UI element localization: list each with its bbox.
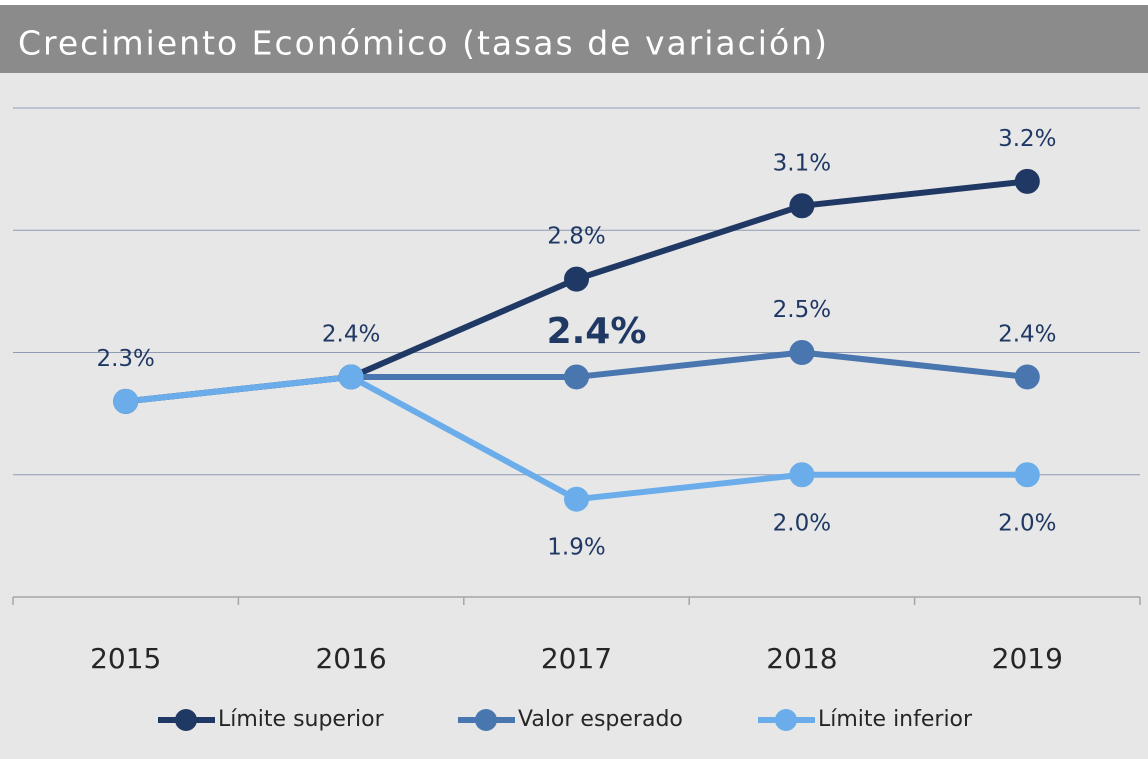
chart-title: Crecimiento Económico (tasas de variació… — [18, 24, 829, 63]
data-point — [113, 388, 139, 414]
legend-marker — [175, 709, 197, 731]
data-label: 1.9% — [547, 535, 605, 561]
data-point — [1014, 168, 1040, 194]
x-tick-label: 2019 — [992, 642, 1063, 675]
data-label: 2.4% — [322, 321, 380, 347]
legend-label: Valor esperado — [518, 707, 683, 732]
x-tick-label: 2016 — [315, 642, 386, 675]
data-point — [564, 364, 589, 390]
data-point — [789, 462, 815, 488]
data-label: 2.4% — [998, 321, 1056, 347]
x-tick-label: 2015 — [90, 642, 161, 675]
data-label: 2.3% — [96, 346, 154, 372]
data-label: 2.0% — [773, 510, 831, 536]
legend-label: Límite inferior — [818, 707, 973, 732]
legend-label: Límite superior — [218, 707, 385, 732]
data-point — [1014, 364, 1040, 390]
x-tick-label: 2018 — [766, 642, 837, 675]
data-point — [564, 486, 589, 512]
legend-marker — [475, 709, 497, 731]
data-label: 2.8% — [547, 224, 605, 250]
data-point — [564, 266, 589, 292]
x-tick-label: 2017 — [541, 642, 612, 675]
data-label: 3.2% — [998, 126, 1056, 152]
data-label: 3.1% — [773, 150, 831, 176]
data-point — [789, 340, 815, 365]
title-bar — [0, 5, 1148, 73]
data-label-highlight: 2.4% — [547, 311, 647, 352]
data-label: 2.5% — [773, 297, 831, 323]
top-border — [0, 0, 1148, 5]
legend-marker — [775, 709, 797, 731]
data-point — [1014, 462, 1040, 488]
data-label: 2.0% — [998, 510, 1056, 536]
data-point — [789, 193, 815, 219]
data-point — [338, 364, 364, 390]
